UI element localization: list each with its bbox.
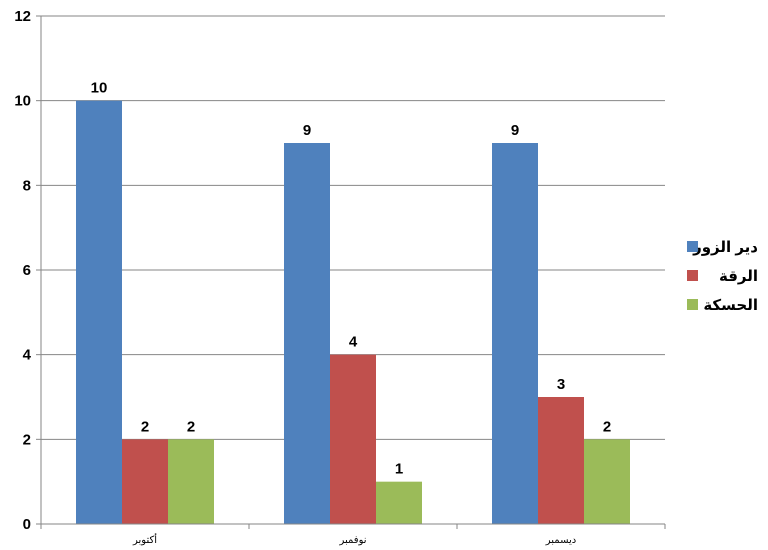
legend-swatch [687, 241, 698, 252]
y-tick-label: 12 [14, 8, 31, 25]
data-label: 2 [603, 418, 611, 435]
y-tick-label: 4 [23, 347, 32, 364]
bar [168, 439, 214, 524]
bar [122, 439, 168, 524]
legend-swatch [687, 299, 698, 310]
y-tick-label: 0 [23, 516, 31, 533]
bar [330, 354, 376, 524]
x-category-label: ديسمبر [545, 535, 576, 546]
legend-label: الرقة [719, 268, 758, 285]
y-tick-labels: 0 2 4 6 8 10 12 [14, 8, 31, 533]
bar [584, 439, 630, 524]
legend: دير الزور الرقة الحسكة [687, 239, 758, 314]
x-category-label: أكتوبر [132, 533, 157, 546]
x-category-labels: أكتوبر نوفمبر ديسمبر [132, 533, 576, 546]
data-label: 4 [349, 334, 358, 351]
legend-label: دير الزور [692, 239, 758, 256]
legend-label: الحسكة [703, 297, 758, 314]
x-category-label: نوفمبر [338, 535, 366, 546]
data-label: 9 [303, 122, 311, 139]
y-tick-label: 2 [23, 431, 31, 448]
data-label: 2 [141, 418, 149, 435]
y-tick-label: 6 [23, 262, 31, 279]
axes [36, 15, 666, 529]
bar [538, 397, 584, 524]
bars [76, 100, 630, 525]
data-label: 2 [187, 418, 195, 435]
data-label: 9 [511, 122, 519, 139]
data-label: 3 [557, 376, 565, 393]
y-tick-label: 10 [14, 93, 31, 110]
legend-swatch [687, 270, 698, 281]
bar [76, 100, 122, 525]
bar [376, 481, 422, 524]
bar [492, 143, 538, 524]
data-label: 1 [395, 461, 403, 478]
data-labels: 10 2 2 9 4 1 9 3 2 [91, 80, 612, 478]
data-label: 10 [91, 80, 108, 97]
bar [284, 143, 330, 524]
y-tick-label: 8 [23, 177, 31, 194]
